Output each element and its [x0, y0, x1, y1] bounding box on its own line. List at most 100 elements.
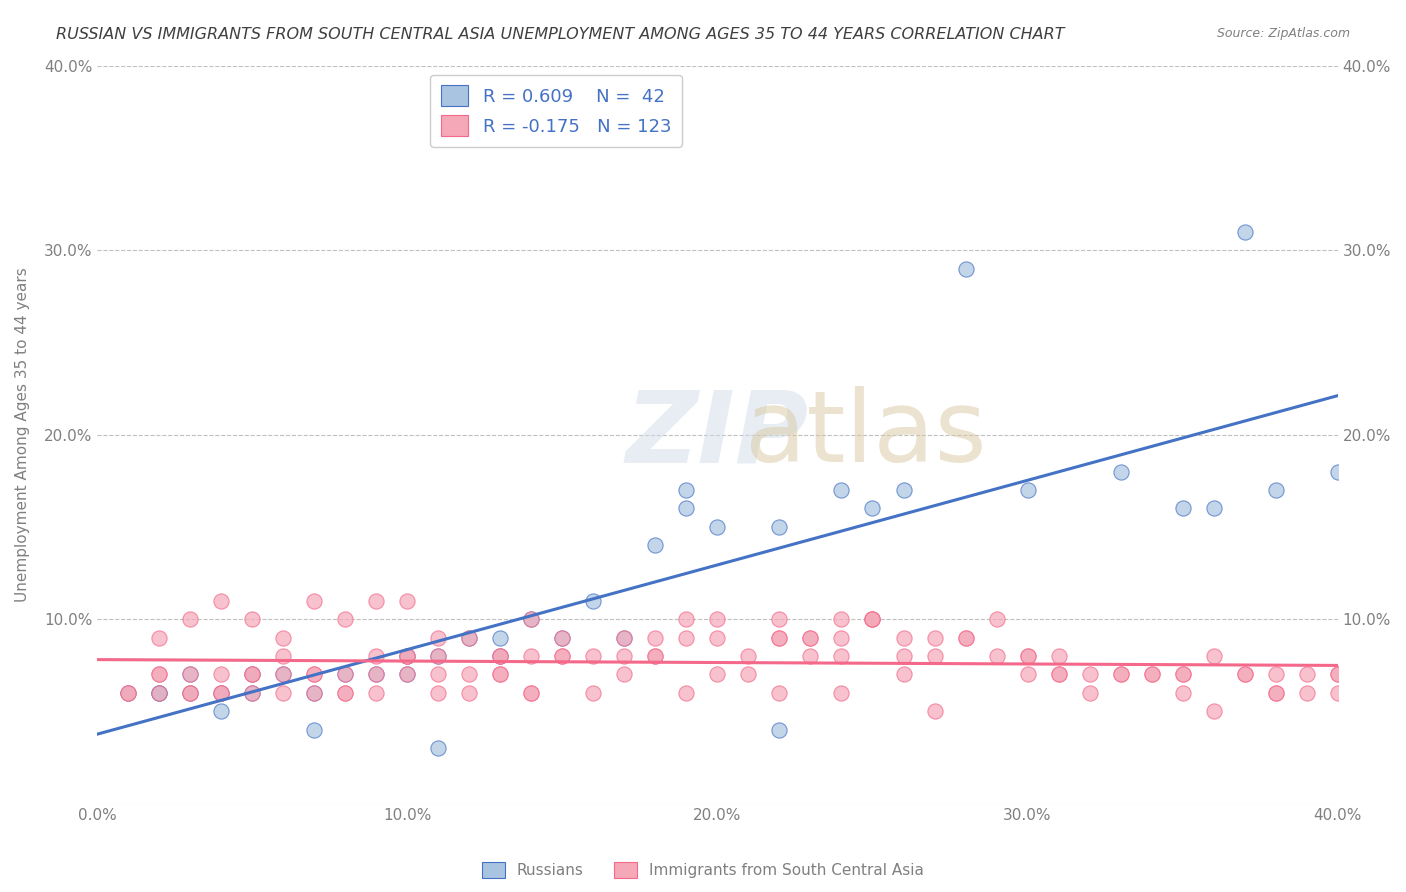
- Point: [830, 631, 852, 645]
- Point: [551, 631, 574, 645]
- Text: Source: ZipAtlas.com: Source: ZipAtlas.com: [1216, 27, 1350, 40]
- Point: [644, 538, 666, 552]
- Point: [396, 667, 419, 681]
- Point: [1326, 667, 1348, 681]
- Point: [924, 631, 946, 645]
- Point: [520, 612, 543, 626]
- Point: [986, 612, 1008, 626]
- Point: [427, 741, 450, 756]
- Point: [489, 667, 512, 681]
- Point: [955, 631, 977, 645]
- Point: [644, 631, 666, 645]
- Text: atlas: atlas: [745, 386, 987, 483]
- Point: [335, 667, 357, 681]
- Point: [489, 648, 512, 663]
- Point: [1171, 667, 1194, 681]
- Point: [1017, 667, 1039, 681]
- Point: [1171, 667, 1194, 681]
- Point: [613, 631, 636, 645]
- Point: [613, 648, 636, 663]
- Point: [644, 648, 666, 663]
- Point: [613, 631, 636, 645]
- Point: [271, 631, 294, 645]
- Point: [1047, 667, 1070, 681]
- Point: [271, 686, 294, 700]
- Point: [520, 648, 543, 663]
- Point: [520, 686, 543, 700]
- Point: [489, 667, 512, 681]
- Point: [1233, 667, 1256, 681]
- Point: [1326, 667, 1348, 681]
- Point: [148, 667, 170, 681]
- Point: [551, 631, 574, 645]
- Legend: R = 0.609    N =  42, R = -0.175   N = 123: R = 0.609 N = 42, R = -0.175 N = 123: [430, 75, 682, 147]
- Point: [489, 648, 512, 663]
- Point: [240, 667, 263, 681]
- Point: [1326, 465, 1348, 479]
- Point: [366, 686, 388, 700]
- Point: [271, 648, 294, 663]
- Point: [427, 686, 450, 700]
- Point: [862, 501, 884, 516]
- Point: [1233, 667, 1256, 681]
- Point: [1202, 501, 1225, 516]
- Point: [396, 648, 419, 663]
- Point: [148, 686, 170, 700]
- Point: [862, 612, 884, 626]
- Point: [427, 648, 450, 663]
- Point: [551, 648, 574, 663]
- Point: [768, 612, 790, 626]
- Point: [179, 667, 201, 681]
- Point: [675, 686, 697, 700]
- Point: [582, 686, 605, 700]
- Point: [1171, 501, 1194, 516]
- Point: [551, 648, 574, 663]
- Point: [1109, 667, 1132, 681]
- Point: [1140, 667, 1163, 681]
- Point: [179, 612, 201, 626]
- Point: [862, 612, 884, 626]
- Point: [427, 667, 450, 681]
- Point: [799, 631, 821, 645]
- Point: [427, 631, 450, 645]
- Point: [240, 667, 263, 681]
- Point: [737, 667, 759, 681]
- Point: [179, 686, 201, 700]
- Point: [830, 648, 852, 663]
- Text: ZIP: ZIP: [626, 386, 808, 483]
- Point: [1047, 648, 1070, 663]
- Point: [117, 686, 139, 700]
- Point: [1017, 483, 1039, 497]
- Point: [1295, 686, 1317, 700]
- Point: [335, 686, 357, 700]
- Point: [240, 686, 263, 700]
- Point: [209, 686, 232, 700]
- Point: [1109, 667, 1132, 681]
- Point: [520, 612, 543, 626]
- Point: [830, 483, 852, 497]
- Text: RUSSIAN VS IMMIGRANTS FROM SOUTH CENTRAL ASIA UNEMPLOYMENT AMONG AGES 35 TO 44 Y: RUSSIAN VS IMMIGRANTS FROM SOUTH CENTRAL…: [56, 27, 1064, 42]
- Point: [366, 667, 388, 681]
- Point: [768, 686, 790, 700]
- Point: [179, 686, 201, 700]
- Point: [335, 686, 357, 700]
- Point: [675, 631, 697, 645]
- Point: [1202, 704, 1225, 718]
- Point: [1017, 648, 1039, 663]
- Point: [304, 667, 326, 681]
- Point: [1109, 465, 1132, 479]
- Point: [304, 593, 326, 607]
- Point: [148, 667, 170, 681]
- Point: [706, 667, 728, 681]
- Point: [924, 704, 946, 718]
- Point: [893, 667, 915, 681]
- Point: [1078, 686, 1101, 700]
- Point: [955, 261, 977, 276]
- Point: [117, 686, 139, 700]
- Point: [335, 667, 357, 681]
- Point: [148, 686, 170, 700]
- Point: [458, 686, 481, 700]
- Point: [893, 631, 915, 645]
- Point: [644, 648, 666, 663]
- Point: [396, 593, 419, 607]
